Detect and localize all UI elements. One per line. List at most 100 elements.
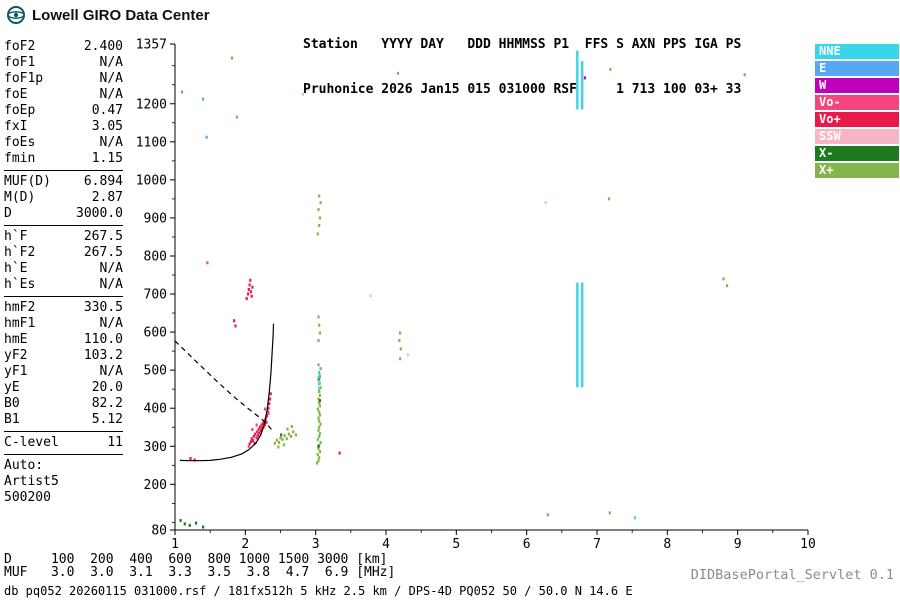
svg-text:2: 2: [241, 537, 249, 552]
svg-text:4: 4: [382, 537, 390, 552]
svg-text:8: 8: [663, 537, 671, 552]
echo-series-e: [180, 90, 549, 517]
param-separator: [4, 170, 123, 171]
autoscaling-info: Auto:: [4, 458, 44, 473]
station-header-columns: Station YYYY DAY DDD HHMMSS P1 FFS S AXN…: [303, 37, 742, 52]
echo-series-w: [583, 76, 587, 80]
svg-text:1: 1: [171, 537, 179, 552]
param-row: hmE 110.0: [4, 332, 123, 348]
legend-item-x: X-: [815, 146, 899, 161]
param-row: foF2 2.400: [4, 39, 123, 55]
param-label: hmF2: [4, 300, 36, 315]
param-label: MUF(D): [4, 174, 51, 189]
param-label: h`Es: [4, 277, 36, 292]
echo-series-nne: [317, 371, 637, 520]
svg-text:5: 5: [452, 537, 460, 552]
svg-text:1100: 1100: [136, 135, 167, 150]
param-row: h`Es N/A: [4, 277, 123, 293]
param-label: foE: [4, 87, 28, 102]
svg-text:3: 3: [312, 537, 320, 552]
fitted-trace-curve: [179, 323, 275, 462]
status-line: db pq052 20260115 031000.rsf / 181fx512h…: [4, 584, 633, 598]
param-row: C-level 11: [4, 435, 123, 451]
param-value: N/A: [99, 87, 123, 102]
param-value: N/A: [99, 135, 123, 150]
param-value: 2.400: [83, 39, 123, 54]
param-label: C-level: [4, 435, 59, 450]
param-row: D 3000.0: [4, 206, 123, 222]
param-label: yF2: [4, 348, 28, 363]
param-row: foF1p N/A: [4, 71, 123, 87]
param-label: M(D): [4, 190, 36, 205]
param-row: yE 20.0: [4, 380, 123, 396]
param-value: 2.87: [91, 190, 123, 205]
legend-item-w: W: [815, 78, 899, 93]
echo-series-vo: [189, 278, 341, 462]
param-row: foEs N/A: [4, 135, 123, 151]
param-label: foF1: [4, 55, 36, 70]
param-value: N/A: [99, 261, 123, 276]
svg-text:10: 10: [800, 537, 816, 552]
svg-text:9: 9: [734, 537, 742, 552]
param-label: h`E: [4, 261, 28, 276]
servlet-version: DIDBasePortal_Servlet 0.1: [690, 567, 894, 583]
svg-text:700: 700: [144, 288, 167, 303]
param-label: hmE: [4, 332, 28, 347]
param-separator: [4, 225, 123, 226]
param-row: B1 5.12: [4, 412, 123, 428]
param-label: D: [4, 206, 12, 221]
param-label: fmin: [4, 151, 36, 166]
svg-text:200: 200: [144, 478, 167, 493]
param-label: foEs: [4, 135, 36, 150]
topside-profile-curve: [174, 340, 273, 431]
param-row: yF1 N/A: [4, 364, 123, 380]
svg-text:1357: 1357: [136, 38, 167, 53]
param-row: hmF2 330.5: [4, 300, 123, 316]
svg-text:1000: 1000: [136, 173, 167, 188]
legend-item-nne: NNE: [815, 44, 899, 59]
svg-text:400: 400: [144, 402, 167, 417]
param-value: 3000.0: [76, 206, 123, 221]
svg-text:600: 600: [144, 326, 167, 341]
echo-series-x: [179, 377, 321, 529]
autoscaling-info: Artist5: [4, 474, 59, 489]
param-row: fmin 1.15: [4, 151, 123, 167]
param-value: 330.5: [83, 300, 123, 315]
echo-series-ssw: [301, 92, 547, 357]
param-row: yF2 103.2: [4, 348, 123, 364]
param-value: 5.12: [91, 412, 123, 427]
legend-item-ssw: SSW: [815, 129, 899, 144]
param-value: 110.0: [83, 332, 123, 347]
legend-item-vo: Vo-: [815, 95, 899, 110]
param-value: N/A: [99, 364, 123, 379]
distance-row: D 100 200 400 600 800 1000 1500 3000 [km…: [4, 552, 388, 567]
param-value: N/A: [99, 55, 123, 70]
param-value: N/A: [99, 71, 123, 86]
param-label: yF1: [4, 364, 28, 379]
legend-item-e: E: [815, 61, 899, 76]
param-separator: [4, 296, 123, 297]
param-row: h`E N/A: [4, 261, 123, 277]
param-value: 3.05: [91, 119, 123, 134]
svg-text:80: 80: [151, 524, 167, 539]
brand: Lowell GIRO Data Center: [6, 5, 210, 25]
param-value: 1.15: [91, 151, 123, 166]
param-value: N/A: [99, 316, 123, 331]
param-value: 0.47: [91, 103, 123, 118]
legend-item-vo: Vo+: [815, 112, 899, 127]
param-row: M(D) 2.87: [4, 190, 123, 206]
autoscaling-info: 500200: [4, 490, 51, 505]
param-value: 82.2: [91, 396, 123, 411]
param-row: h`F 267.5: [4, 229, 123, 245]
echo-series-x: [230, 56, 746, 515]
param-value: 20.0: [91, 380, 123, 395]
svg-text:900: 900: [144, 211, 167, 226]
svg-text:500: 500: [144, 364, 167, 379]
svg-text:6: 6: [523, 537, 531, 552]
echo-series-vo: [206, 261, 270, 448]
param-row: fxI 3.05: [4, 119, 123, 135]
param-panel: foF2 2.400 foF1 N/A foF1p N/A foE N/A foEp 0.47 fx…: [4, 39, 123, 506]
param-label: fxI: [4, 119, 28, 134]
param-row: foEp 0.47: [4, 103, 123, 119]
